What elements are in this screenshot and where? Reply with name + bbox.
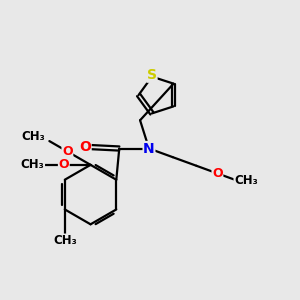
Text: S: S <box>147 68 157 82</box>
Text: CH₃: CH₃ <box>53 234 77 247</box>
Text: O: O <box>212 167 223 180</box>
Text: CH₃: CH₃ <box>21 158 44 171</box>
Text: N: N <box>143 142 155 155</box>
Text: O: O <box>58 158 69 171</box>
Text: CH₃: CH₃ <box>21 130 45 143</box>
Text: O: O <box>79 140 91 154</box>
Text: O: O <box>62 145 73 158</box>
Text: CH₃: CH₃ <box>234 173 258 187</box>
